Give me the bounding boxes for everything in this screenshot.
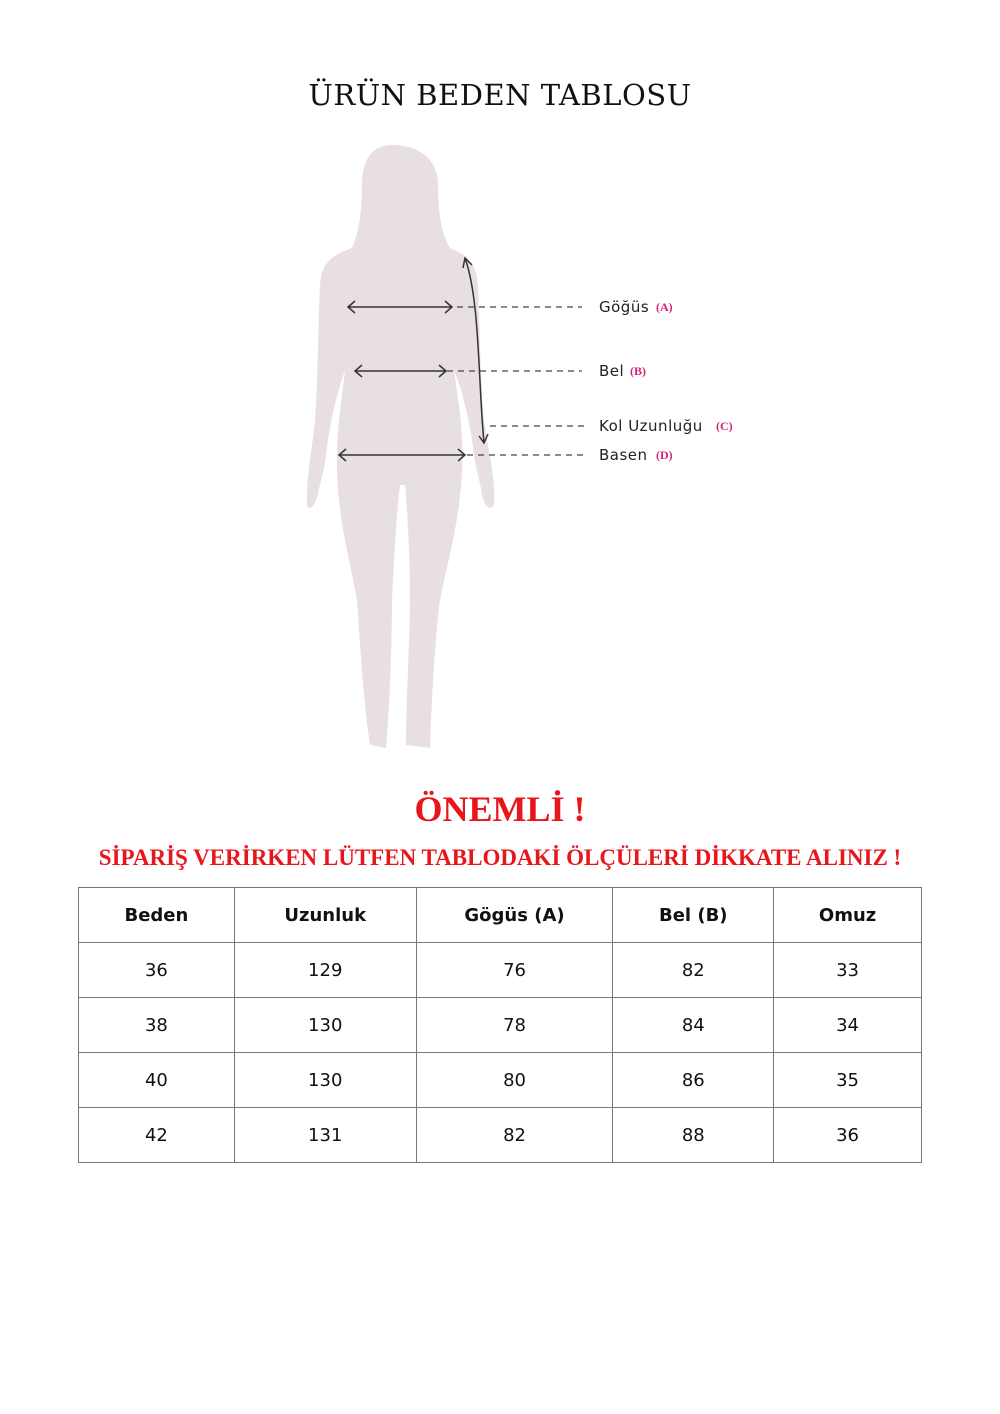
table-row: 36 129 76 82 33 (78, 942, 922, 998)
table-cell: 34 (773, 997, 922, 1053)
header-cell: Gögüs (A) (415, 887, 614, 943)
label-code-c: (C) (716, 419, 733, 433)
table-cell: 88 (612, 1107, 775, 1163)
important-heading: ÖNEMLİ ! (414, 789, 586, 829)
table-row: 40 130 80 86 35 (78, 1052, 922, 1108)
table-cell: 131 (233, 1107, 417, 1163)
table-cell: 130 (233, 997, 417, 1053)
table-cell: 78 (415, 997, 614, 1053)
table-cell: 82 (415, 1107, 614, 1163)
label-basen: Basen (599, 446, 648, 464)
header-cell: Bel (B) (612, 887, 775, 943)
table-cell: 33 (773, 942, 922, 998)
table-cell: 38 (78, 997, 235, 1053)
table-cell: 82 (612, 942, 775, 998)
label-code-d: (D) (656, 448, 673, 462)
header-cell: Uzunluk (233, 887, 417, 943)
table-cell: 129 (233, 942, 417, 998)
table-cell: 40 (78, 1052, 235, 1108)
table-cell: 80 (415, 1052, 614, 1108)
size-table: Beden Uzunluk Gögüs (A) Bel (B) Omuz 36 1… (78, 887, 922, 1163)
body-measurement-diagram: Göğüs (A) Bel (B) Kol Uzunluğu (C) Basen… (306, 145, 733, 748)
table-cell: 76 (415, 942, 614, 998)
table-cell: 86 (612, 1052, 775, 1108)
warning-message: SİPARİŞ VERİRKEN LÜTFEN TABLODAKİ ÖLÇÜLE… (98, 845, 902, 870)
label-code-b: (B) (630, 364, 646, 378)
label-bel: Bel (599, 362, 624, 380)
header-cell: Beden (78, 887, 235, 943)
table-header-row: Beden Uzunluk Gögüs (A) Bel (B) Omuz (78, 887, 922, 943)
label-code-a: (A) (656, 300, 673, 314)
body-silhouette (306, 145, 495, 748)
label-kol-uzunlugu: Kol Uzunluğu (599, 417, 703, 435)
table-row: 42 131 82 88 36 (78, 1107, 922, 1163)
table-cell: 42 (78, 1107, 235, 1163)
table-cell: 36 (773, 1107, 922, 1163)
label-gogus: Göğüs (599, 298, 649, 316)
header-cell: Omuz (773, 887, 922, 943)
table-cell: 36 (78, 942, 235, 998)
table-cell: 130 (233, 1052, 417, 1108)
table-cell: 84 (612, 997, 775, 1053)
table-cell: 35 (773, 1052, 922, 1108)
page-title: ÜRÜN BEDEN TABLOSU (308, 78, 692, 112)
table-row: 38 130 78 84 34 (78, 997, 922, 1053)
